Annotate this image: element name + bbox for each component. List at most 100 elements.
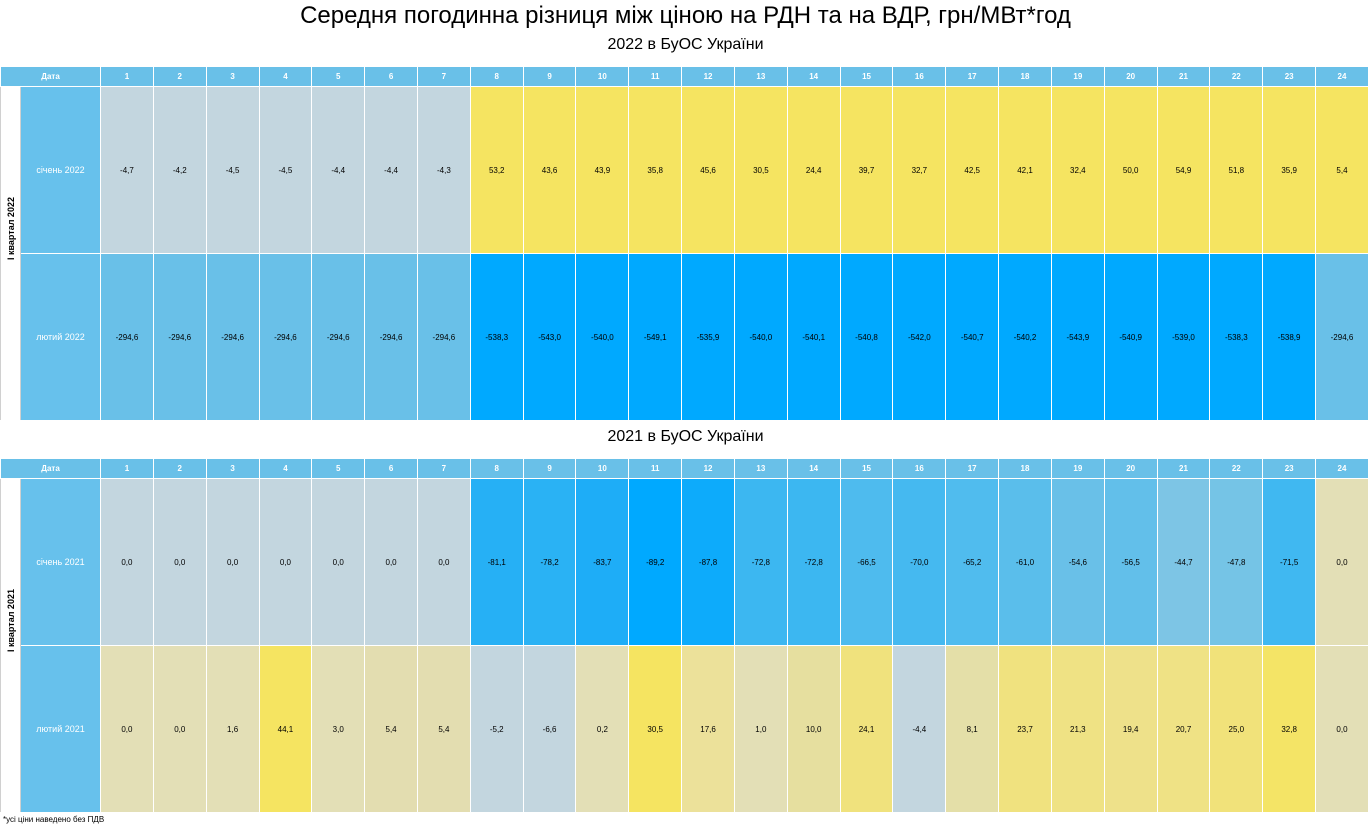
header-hour: 23 <box>1262 458 1317 479</box>
header-hour: 6 <box>364 66 418 87</box>
price-diff-table: Дата 1 2 3 4 5 6 7 8 9 10 11 12 13 14 15 16 17 18 19 20 21 22 2… <box>0 66 1369 421</box>
header-hour: 11 <box>628 66 683 87</box>
header-hour: 9 <box>522 458 577 479</box>
header-hour: 19 <box>1050 66 1105 87</box>
value-cell: 32,4 <box>1050 86 1105 254</box>
header-hour: 21 <box>1156 458 1211 479</box>
header-hour: 22 <box>1209 458 1264 479</box>
value-cell: 43,6 <box>522 86 577 254</box>
value-cell: -540,7 <box>945 253 1000 421</box>
value-cell: -44,7 <box>1156 478 1211 646</box>
value-cell: 1,6 <box>205 645 260 813</box>
table-2022: Дата 1 2 3 4 5 6 7 8 9 10 11 12 13 14 15 16 17 18 19 20 21 22 2… <box>0 66 1369 421</box>
value-cell: 0,0 <box>364 478 418 646</box>
value-cell: -4,5 <box>258 86 313 254</box>
header-hour: 15 <box>839 458 894 479</box>
header-hour: 23 <box>1262 66 1317 87</box>
value-cell: 44,1 <box>258 645 313 813</box>
value-cell: -54,6 <box>1050 478 1105 646</box>
header-hour: 22 <box>1209 66 1264 87</box>
value-cell: 19,4 <box>1103 645 1158 813</box>
header-hour: 24 <box>1315 66 1369 87</box>
header-hour: 20 <box>1103 458 1158 479</box>
header-hour: 6 <box>364 458 418 479</box>
value-cell: 53,2 <box>469 86 524 254</box>
value-cell: -61,0 <box>998 478 1052 646</box>
header-hour: 20 <box>1103 66 1158 87</box>
value-cell: -539,0 <box>1156 253 1211 421</box>
value-cell: 0,2 <box>575 645 630 813</box>
value-cell: -540,9 <box>1103 253 1158 421</box>
header-hour: 16 <box>892 458 947 479</box>
value-cell: -542,0 <box>892 253 947 421</box>
header-hour: 17 <box>945 66 1000 87</box>
value-cell: -294,6 <box>100 253 154 421</box>
header-hour: 5 <box>311 66 366 87</box>
value-cell: -56,5 <box>1103 478 1158 646</box>
value-cell: -81,1 <box>469 478 524 646</box>
value-cell: -538,3 <box>1209 253 1264 421</box>
value-cell: 0,0 <box>258 478 313 646</box>
value-cell: 5,4 <box>416 645 471 813</box>
value-cell: 50,0 <box>1103 86 1158 254</box>
header-hour: 19 <box>1050 458 1105 479</box>
header-hour: 4 <box>258 66 313 87</box>
row-label: лютий 2021 <box>19 645 102 813</box>
header-hour: 18 <box>998 458 1052 479</box>
value-cell: 5,4 <box>1315 86 1369 254</box>
section-subtitle-2021: 2021 в БуОС України <box>607 428 764 445</box>
value-cell: -549,1 <box>628 253 683 421</box>
header-hour: 21 <box>1156 66 1211 87</box>
value-cell: -540,2 <box>998 253 1052 421</box>
value-cell: -70,0 <box>892 478 947 646</box>
header-hour: 7 <box>416 458 471 479</box>
value-cell: -71,5 <box>1262 478 1317 646</box>
header-hour: 8 <box>469 458 524 479</box>
header-hour: 4 <box>258 458 313 479</box>
header-date: Дата <box>0 66 102 87</box>
value-cell: -65,2 <box>945 478 1000 646</box>
header-date: Дата <box>0 458 102 479</box>
header-hour: 12 <box>681 458 735 479</box>
value-cell: 0,0 <box>152 645 207 813</box>
header-hour: 9 <box>522 66 577 87</box>
table-row: І квартал 2021 січень 2021 0,0 0,0 0,0 0,0 0,0… <box>0 478 1369 813</box>
value-cell: 17,6 <box>681 645 735 813</box>
value-cell: 0,0 <box>152 478 207 646</box>
header-hour: 2 <box>152 458 207 479</box>
value-cell: -294,6 <box>311 253 366 421</box>
value-cell: 42,5 <box>945 86 1000 254</box>
value-cell: -87,8 <box>681 478 735 646</box>
value-cell: -294,6 <box>258 253 313 421</box>
value-cell: -543,9 <box>1050 253 1105 421</box>
value-cell: 24,4 <box>786 86 841 254</box>
value-cell: 0,0 <box>205 478 260 646</box>
footnote: *усі ціни наведено без ПДВ <box>3 815 105 824</box>
value-cell: -4,2 <box>152 86 207 254</box>
table-row: лютий 2021 0,0 0,0 1,6 44,1 3,0 5,4 5,4 -5,2 -6,6… <box>1 645 1369 813</box>
value-cell: -78,2 <box>522 478 577 646</box>
value-cell: -4,4 <box>364 86 418 254</box>
header-hour: 13 <box>733 458 788 479</box>
header-hour: 12 <box>681 66 735 87</box>
value-cell: -83,7 <box>575 478 630 646</box>
value-cell: -47,8 <box>1209 478 1264 646</box>
quarter-label: І квартал 2022 <box>0 86 21 421</box>
value-cell: 10,0 <box>786 645 841 813</box>
header-hour: 17 <box>945 458 1000 479</box>
header-hour: 10 <box>575 458 630 479</box>
value-cell: 0,0 <box>100 478 154 646</box>
row-label: січень 2022 <box>19 86 102 254</box>
table-row: І квартал 2022 січень 2022 -4,7 -4,2 -4,5 -4,… <box>0 86 1369 421</box>
table-row: лютий 2022 -294,6 -294,6 -294,6 -294,6 -294,6… <box>1 253 1369 421</box>
header-hour: 10 <box>575 66 630 87</box>
value-cell: 5,4 <box>364 645 418 813</box>
value-cell: -540,8 <box>839 253 894 421</box>
value-cell: -294,6 <box>416 253 471 421</box>
value-cell: -294,6 <box>1315 253 1369 421</box>
quarter-label: І квартал 2021 <box>0 478 21 813</box>
value-cell: 42,1 <box>998 86 1052 254</box>
value-cell: 23,7 <box>998 645 1052 813</box>
header-hour: 1 <box>100 458 154 479</box>
value-cell: 51,8 <box>1209 86 1264 254</box>
